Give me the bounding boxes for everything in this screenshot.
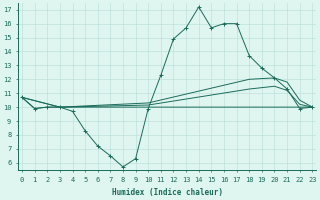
X-axis label: Humidex (Indice chaleur): Humidex (Indice chaleur) [112,188,223,197]
